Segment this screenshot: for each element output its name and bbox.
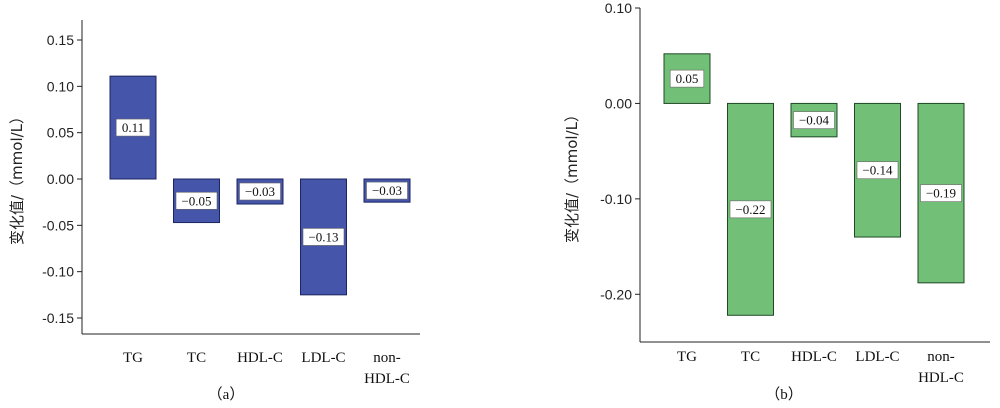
y-tick-label: 0.10 xyxy=(47,78,74,94)
chart-a: 0.15 0.10 0.05 0.00 -0.05 -0.10 -0.15 变化值/（mmol… xyxy=(8,20,420,403)
category-label: TC xyxy=(187,350,206,366)
data-label: −0.22 xyxy=(735,202,765,217)
y-axis-title: 变化值/（mmol/L） xyxy=(563,107,581,243)
chart-b: 0.10 0.00 -0.10 -0.20 变化值/（mmol/L） 0.05 TG −0.2… xyxy=(563,0,990,403)
y-tick-label: -0.15 xyxy=(42,310,74,326)
y-tick-label: 0.00 xyxy=(605,95,632,111)
y-tick-label: 0.05 xyxy=(47,125,74,141)
panel-caption: （b） xyxy=(765,386,803,403)
y-tick-label: 0.00 xyxy=(47,171,74,187)
data-label-box xyxy=(175,191,218,210)
y-tick-label: -0.05 xyxy=(42,217,74,233)
data-label-box xyxy=(729,200,772,219)
y-tick-label: 0.15 xyxy=(47,32,74,48)
data-label: 0.05 xyxy=(676,71,699,86)
category-label: TG xyxy=(123,350,143,366)
category-label: non- xyxy=(373,350,401,366)
y-axis-title: 变化值/（mmol/L） xyxy=(8,109,26,245)
y-tick-label: -0.20 xyxy=(600,286,632,302)
data-label-box xyxy=(920,184,962,202)
category-label: non- xyxy=(927,349,955,365)
category-label: TC xyxy=(741,349,760,365)
data-label-box xyxy=(302,228,345,246)
category-label: TG xyxy=(677,349,697,365)
category-label: HDL-C xyxy=(237,350,283,366)
data-label-box xyxy=(793,111,835,129)
data-label: −0.19 xyxy=(926,186,956,201)
data-label-box xyxy=(366,181,408,200)
data-label: −0.03 xyxy=(372,183,402,198)
y-tick-label: -0.10 xyxy=(42,264,74,280)
y-tick-label: 0.10 xyxy=(605,0,632,16)
category-label: HDL-C xyxy=(918,370,964,386)
data-label: −0.05 xyxy=(181,193,211,208)
category-label: HDL-C xyxy=(364,371,410,387)
data-label: −0.04 xyxy=(799,113,830,128)
category-label: LDL-C xyxy=(301,350,345,366)
data-label-box xyxy=(239,182,281,201)
y-tick-label: -0.10 xyxy=(600,191,632,207)
category-label: HDL-C xyxy=(791,349,837,365)
data-label: −0.03 xyxy=(245,184,275,199)
data-label: −0.13 xyxy=(308,229,338,244)
data-label-box xyxy=(115,118,151,137)
data-label: 0.11 xyxy=(122,120,144,135)
data-label-box xyxy=(669,69,705,88)
panel-caption: （a） xyxy=(208,386,245,403)
category-label: LDL-C xyxy=(855,349,899,365)
data-label: −0.14 xyxy=(862,163,893,178)
data-label-box xyxy=(856,161,899,180)
